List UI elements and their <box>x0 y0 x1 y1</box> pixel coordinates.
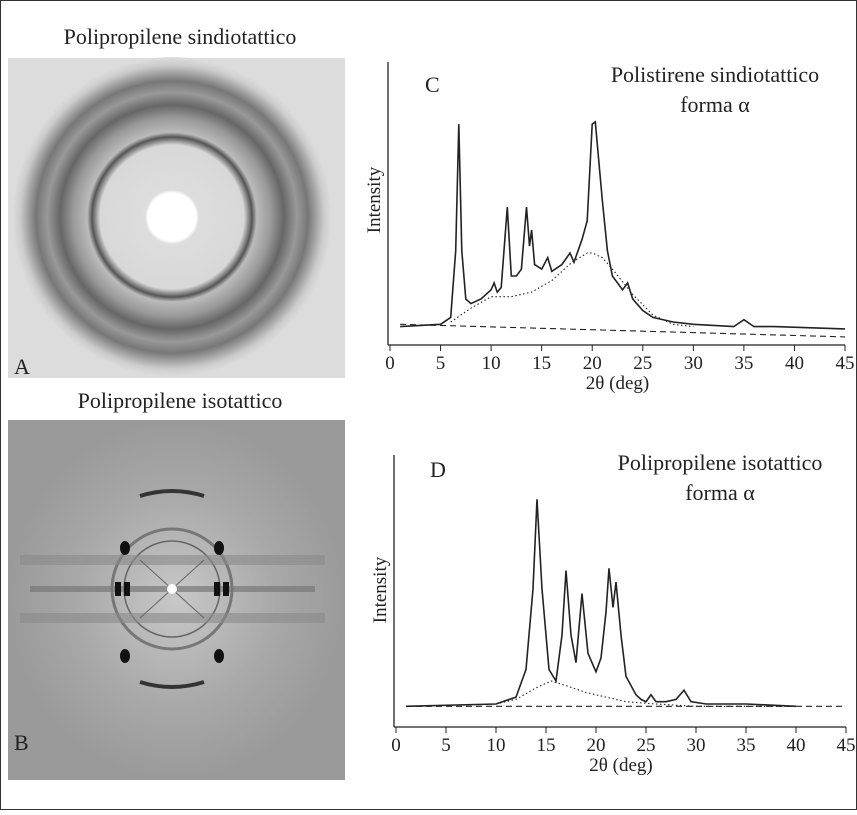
data-line <box>400 122 845 329</box>
chart-subtitle: forma α <box>685 480 755 505</box>
data-line <box>406 499 796 706</box>
beam-stop <box>148 199 188 239</box>
panel-label: D <box>430 457 446 482</box>
image-title: Polipropilene sindiotattico <box>64 24 297 49</box>
x-tick-label: 40 <box>785 353 804 374</box>
x-tick-label: 10 <box>487 735 506 756</box>
x-tick-label: 30 <box>687 735 706 756</box>
x-tick-label: 5 <box>441 735 451 756</box>
diffraction-image <box>8 420 345 780</box>
x-tick-label: 20 <box>587 735 606 756</box>
x-tick-label: 10 <box>482 353 501 374</box>
panel-label: C <box>425 72 440 97</box>
x-tick-label: 0 <box>391 735 401 756</box>
figure: Polipropilene sindiotattico A Polipropil… <box>0 0 857 810</box>
y-axis-label: Intensity <box>364 166 385 233</box>
x-tick-label: 35 <box>737 735 756 756</box>
image-label: A <box>14 354 30 379</box>
x-tick-label: 0 <box>385 353 395 374</box>
x-tick-label: 5 <box>436 353 446 374</box>
chart-subtitle: forma α <box>680 92 750 117</box>
y-axis-label: Intensity <box>370 556 391 623</box>
image-label: B <box>14 730 29 755</box>
x-tick-label: 15 <box>532 353 551 374</box>
x-tick-label: 30 <box>684 353 703 374</box>
x-tick-label: 40 <box>787 735 806 756</box>
x-tick-label: 25 <box>637 735 656 756</box>
x-axis-label: 2θ (deg) <box>586 373 649 394</box>
data-line <box>451 253 694 327</box>
x-axis-label: 2θ (deg) <box>589 755 652 776</box>
chart-title: Polistirene sindiotattico <box>611 62 819 87</box>
x-tick-label: 15 <box>537 735 556 756</box>
x-tick-label: 20 <box>583 353 602 374</box>
x-tick-label: 45 <box>836 353 855 374</box>
x-tick-label: 25 <box>633 353 652 374</box>
x-tick-label: 35 <box>734 353 753 374</box>
chart-title: Polipropilene isotattico <box>618 450 823 475</box>
image-title: Polipropilene isotattico <box>78 388 283 413</box>
x-tick-label: 45 <box>837 735 856 756</box>
beam-stop <box>167 584 177 594</box>
